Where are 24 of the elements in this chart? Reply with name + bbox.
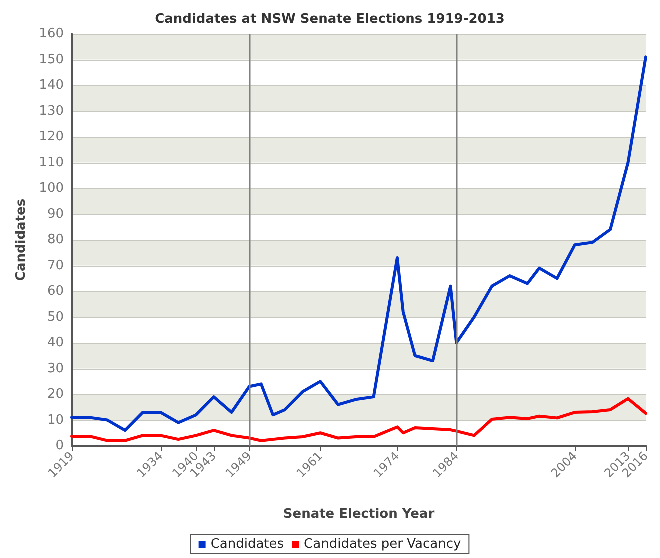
- y-tick-label: 90: [47, 206, 64, 222]
- y-tick-label: 150: [39, 52, 64, 68]
- y-tick-label: 10: [47, 412, 64, 428]
- x-axis-title: Senate Election Year: [283, 507, 436, 522]
- y-tick-label: 110: [39, 155, 64, 170]
- y-tick-label: 30: [47, 361, 64, 376]
- legend-label: Candidates per Vacancy: [304, 537, 462, 552]
- y-tick-label: 120: [39, 130, 64, 144]
- y-tick-label: 0: [56, 438, 64, 454]
- y-axis-title: Candidates: [14, 198, 29, 282]
- y-tick-label: 130: [39, 104, 64, 119]
- y-tick-label: 40: [47, 336, 64, 350]
- y-tick-label: 50: [47, 310, 64, 325]
- y-tick-label: 160: [39, 26, 64, 42]
- y-tick-label: 60: [47, 284, 64, 299]
- line-series: [70, 397, 648, 442]
- chart-title: Candidates at NSW Senate Elections 1919-2013: [155, 12, 505, 27]
- y-tick-label: 140: [39, 78, 64, 93]
- y-tick-label: 20: [47, 387, 64, 402]
- y-tick-label: 80: [47, 232, 64, 248]
- y-tick-label: 70: [47, 258, 64, 274]
- legend-label: Candidates: [210, 537, 284, 552]
- line-series: [70, 56, 648, 432]
- y-tick-label: 100: [39, 181, 64, 196]
